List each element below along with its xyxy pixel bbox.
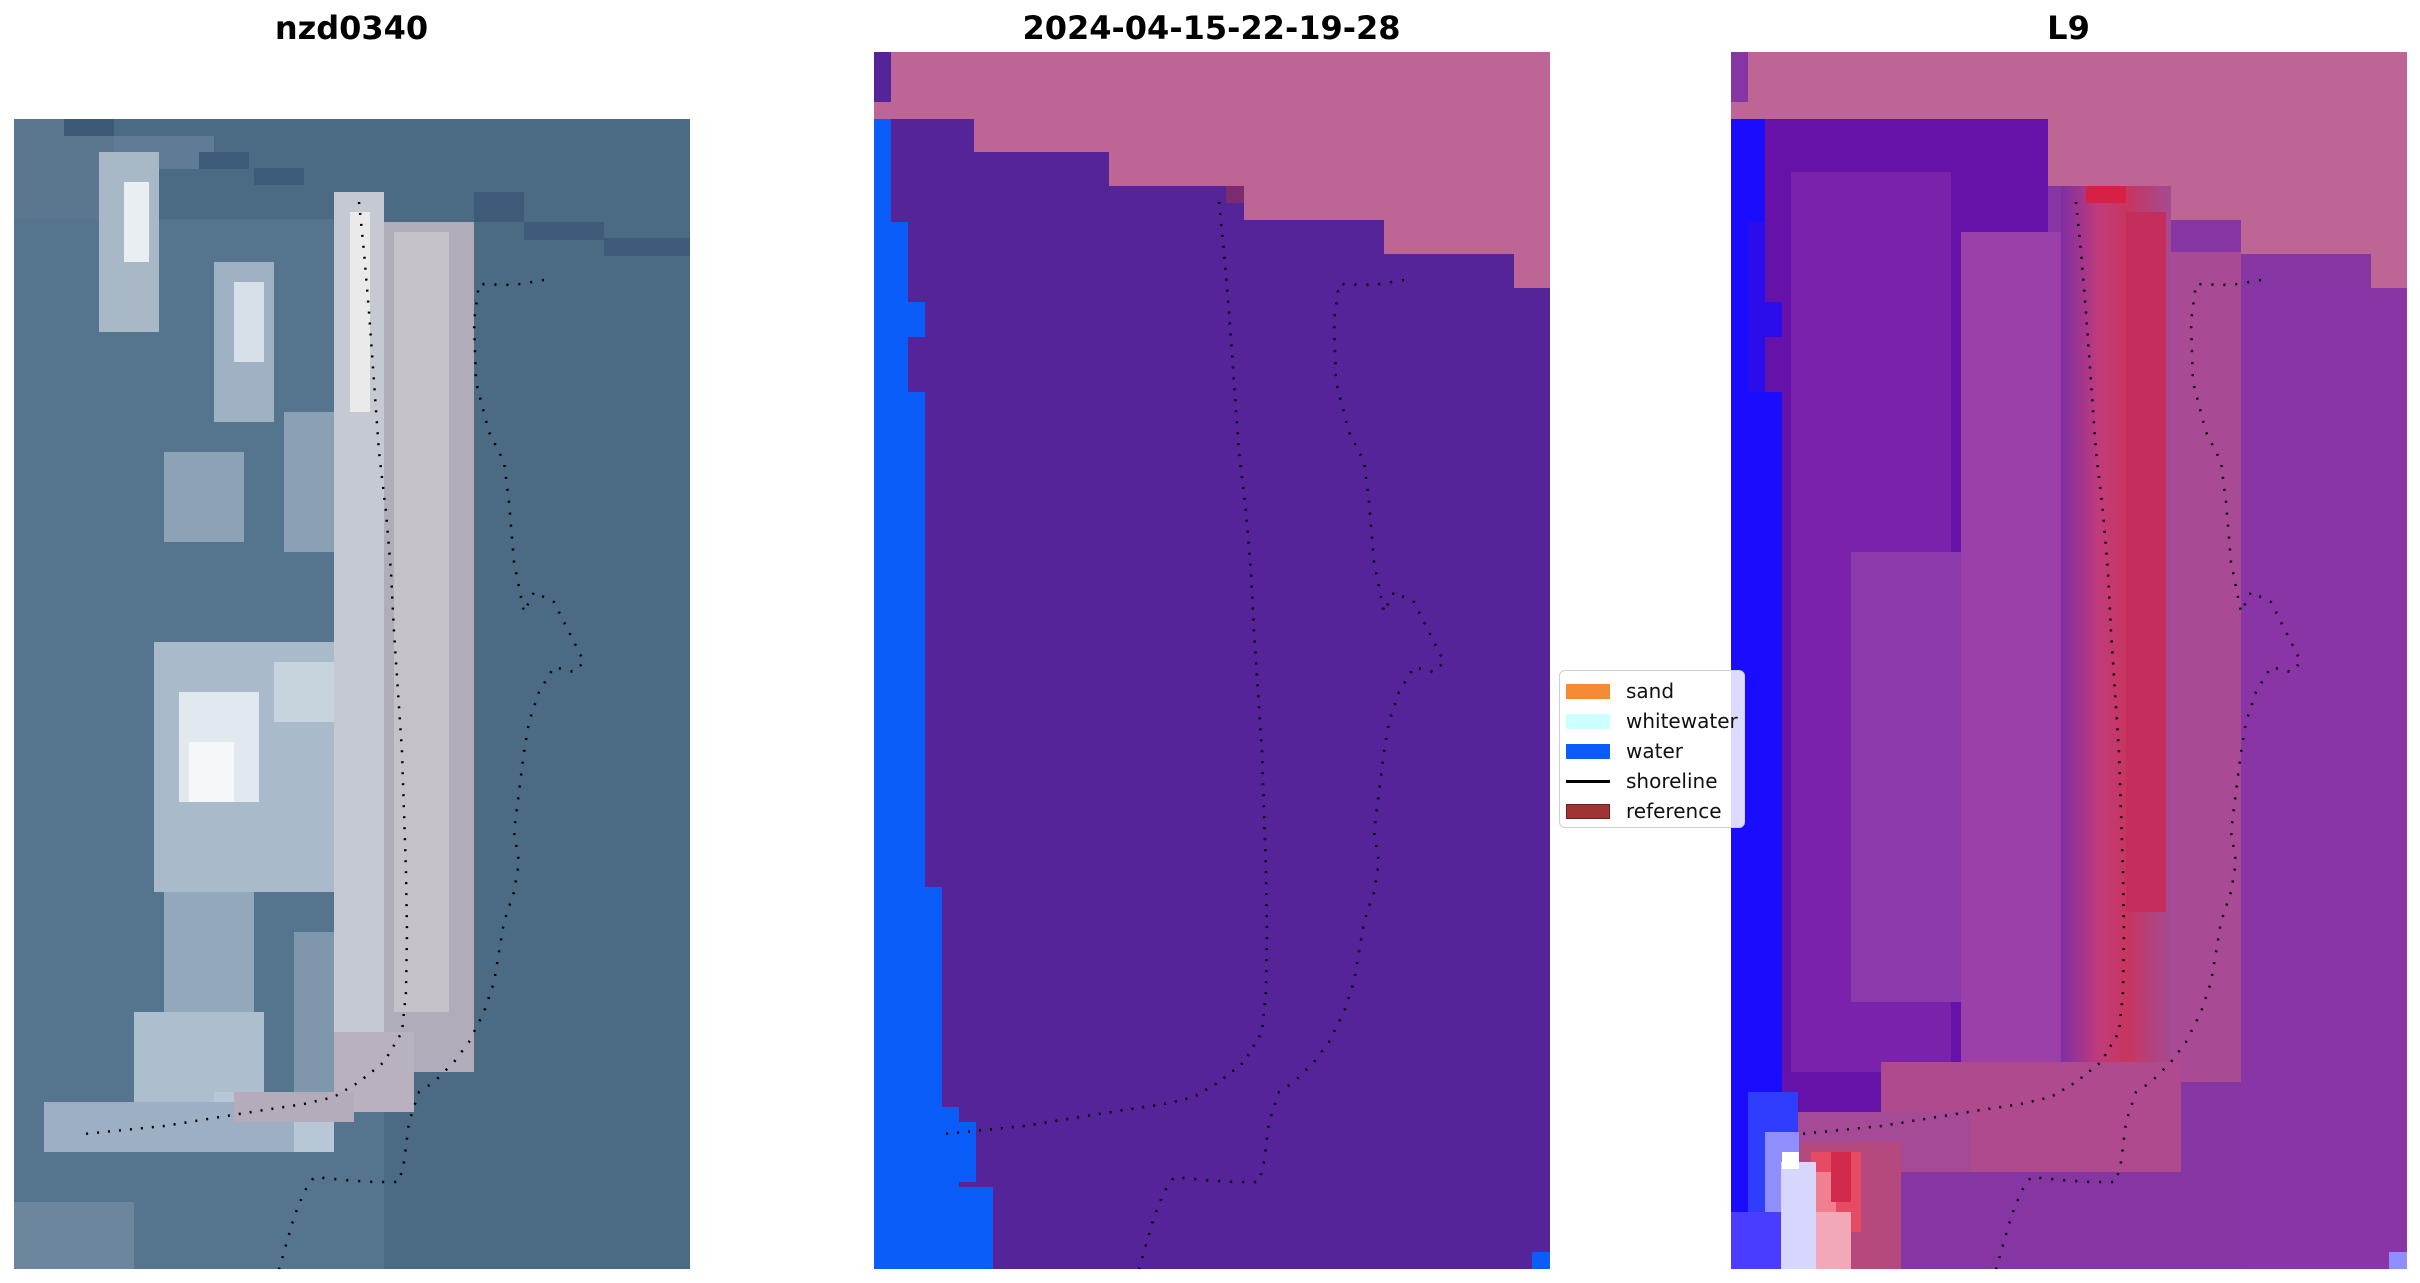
legend-swatch-sand	[1566, 684, 1610, 699]
panel-title-classified: 2024-04-15-22-19-28	[1022, 9, 1401, 47]
index-image-pixels	[1731, 52, 2407, 1269]
legend-item-sand: sand	[1560, 675, 1744, 705]
legend-item-water: water	[1560, 735, 1744, 765]
legend-label-reference: reference	[1626, 799, 1722, 823]
legend-swatch-reference	[1566, 804, 1610, 819]
legend-item-reference: reference	[1560, 795, 1744, 825]
index-panel-edge	[1731, 670, 1761, 828]
classified-image-pixels	[874, 52, 1550, 1269]
legend: sand whitewater water shoreline referenc…	[1559, 670, 1745, 828]
rgb-image-panel	[14, 119, 690, 1270]
panel-title-rgb: nzd0340	[274, 9, 429, 47]
classified-shoreline-dots	[943, 201, 1446, 1270]
legend-label-sand: sand	[1626, 679, 1675, 703]
classified-image-panel	[874, 52, 1550, 1270]
legend-swatch-water	[1566, 744, 1610, 759]
rgb-image-pixels	[14, 119, 690, 1269]
legend-label-whitewater: whitewater	[1626, 709, 1738, 733]
rgb-shoreline-dots	[83, 201, 586, 1270]
legend-label-water: water	[1626, 739, 1683, 763]
panel-title-index: L9	[2047, 9, 2090, 47]
legend-line-shoreline	[1566, 780, 1610, 783]
legend-swatch-whitewater	[1566, 714, 1610, 729]
legend-item-whitewater: whitewater	[1560, 705, 1744, 735]
index-shoreline-dots	[1800, 201, 2303, 1270]
index-image-panel	[1731, 52, 2407, 1270]
legend-label-shoreline: shoreline	[1626, 769, 1718, 793]
legend-item-shoreline: shoreline	[1560, 765, 1744, 795]
